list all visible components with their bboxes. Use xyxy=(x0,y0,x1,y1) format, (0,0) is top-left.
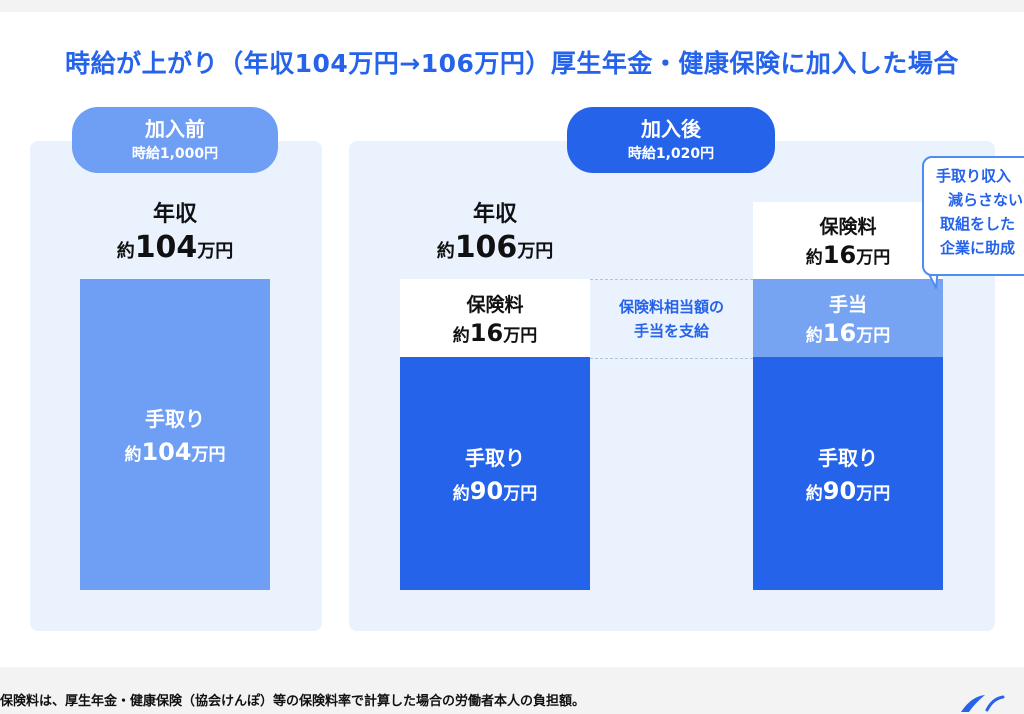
before-takehome-prefix: 約 xyxy=(124,445,142,465)
diagram-title: 時給が上がり（年収104万円→106万円）厚生年金・健康保険に加入した場合 xyxy=(65,49,959,78)
before-label: 加入前 xyxy=(145,117,205,141)
subsidy-callout: 手取り収入 減らさない 取組をした 企業に助成 xyxy=(922,156,1024,276)
callout-line1: 手取り収入 xyxy=(936,167,1012,185)
after-wage: 時給1,020円 xyxy=(627,146,715,162)
after-income-label: 年収 xyxy=(472,202,517,227)
after-income-value: 106 xyxy=(454,230,518,265)
allowance-note: 保険料相当額の 手当を支給 xyxy=(590,279,753,359)
allowance-takehome-prefix: 約 xyxy=(805,484,823,504)
before-income-value: 104 xyxy=(134,230,198,265)
allowance-unit: 万円 xyxy=(856,325,891,346)
callout-line2: 減らさない xyxy=(948,191,1024,209)
before-income-label: 年収 xyxy=(152,202,197,227)
after-income-prefix: 約 xyxy=(436,241,455,262)
allowance-takehome-value: 90 xyxy=(822,477,857,505)
allowance-value: 16 xyxy=(822,318,857,347)
allowance-premium-label: 保険料 xyxy=(819,216,877,238)
after-premium-box: 保険料 約16万円 xyxy=(400,279,590,357)
after-income: 年収 約106万円 xyxy=(400,196,590,265)
after-premium-value: 16 xyxy=(469,318,504,347)
allowance-premium-prefix: 約 xyxy=(805,248,823,268)
before-takehome-unit: 万円 xyxy=(191,445,226,465)
before-income: 年収 約104万円 xyxy=(80,196,270,265)
after-takehome-prefix: 約 xyxy=(452,484,470,504)
before-takehome-bar: 手取り 約104万円 xyxy=(80,279,270,590)
before-takehome-value: 104 xyxy=(141,438,192,466)
after-takehome-label: 手取り xyxy=(465,446,525,470)
allowance-premium-value: 16 xyxy=(822,241,857,269)
allowance-premium-unit: 万円 xyxy=(856,248,891,268)
after-label: 加入後 xyxy=(641,117,701,141)
callout-line3: 取組をした xyxy=(940,215,1016,233)
after-takehome-unit: 万円 xyxy=(503,484,538,504)
allowance-takehome-unit: 万円 xyxy=(856,484,891,504)
after-premium-prefix: 約 xyxy=(452,325,470,346)
footnote: 保険料は、厚生年金・健康保険（協会けんぽ）等の保険料率で計算した場合の労働者本人… xyxy=(0,694,586,709)
after-premium-unit: 万円 xyxy=(503,325,538,346)
after-premium-label: 保険料 xyxy=(466,293,524,316)
before-pill: 加入前 時給1,000円 xyxy=(72,107,278,173)
before-wage: 時給1,000円 xyxy=(131,146,219,162)
allowance-takehome-bar: 手取り 約90万円 xyxy=(753,357,943,590)
before-income-unit: 万円 xyxy=(197,241,234,262)
allowance-premium-box: 保険料 約16万円 xyxy=(753,202,943,279)
allowance-note-line2: 手当を支給 xyxy=(633,322,709,340)
after-income-unit: 万円 xyxy=(517,241,554,262)
after-takehome-bar: 手取り 約90万円 xyxy=(400,357,590,590)
allowance-takehome-label: 手取り xyxy=(818,446,878,470)
after-takehome-value: 90 xyxy=(469,477,504,505)
before-income-prefix: 約 xyxy=(116,241,135,262)
allowance-bar: 手当 約16万円 xyxy=(753,279,943,357)
after-pill: 加入後 時給1,020円 xyxy=(567,107,775,173)
callout-line4: 企業に助成 xyxy=(940,239,1016,257)
allowance-label: 手当 xyxy=(828,293,867,316)
allowance-prefix: 約 xyxy=(805,325,823,346)
allowance-note-line1: 保険料相当額の xyxy=(618,298,724,316)
brand-logo-icon xyxy=(961,695,1005,712)
before-takehome-label: 手取り xyxy=(145,407,205,431)
